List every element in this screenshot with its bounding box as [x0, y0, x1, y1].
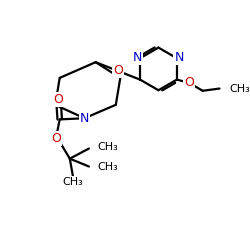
- Text: O: O: [184, 76, 194, 90]
- Text: O: O: [52, 132, 61, 145]
- Text: N: N: [133, 51, 142, 64]
- Text: O: O: [54, 93, 64, 106]
- Text: CH₃: CH₃: [98, 162, 118, 172]
- Text: CH₃: CH₃: [63, 177, 84, 187]
- Text: N: N: [80, 112, 89, 125]
- Text: O: O: [113, 64, 123, 78]
- Text: N: N: [174, 51, 184, 64]
- Text: CH₃: CH₃: [98, 142, 118, 152]
- Text: CH₃: CH₃: [229, 84, 250, 94]
